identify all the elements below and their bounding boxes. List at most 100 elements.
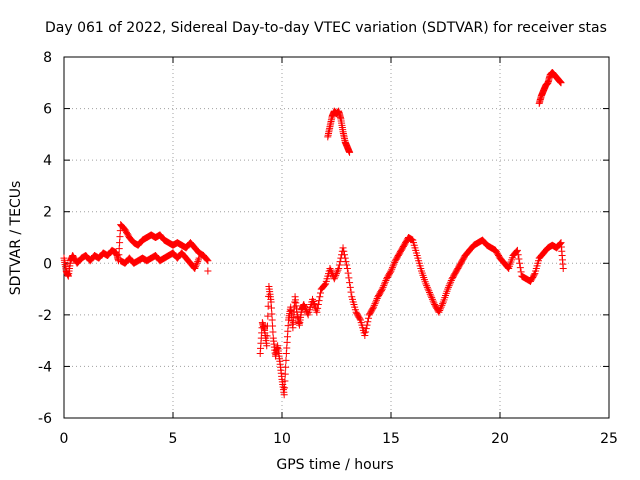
data-point — [388, 265, 396, 273]
data-point — [422, 280, 430, 288]
data-point — [317, 289, 325, 297]
data-point — [380, 280, 388, 288]
y-tick-label: -2 — [38, 308, 52, 324]
data-point — [424, 285, 432, 293]
data-point — [341, 254, 349, 262]
data-point — [430, 299, 438, 307]
data-point — [267, 298, 275, 306]
data-point — [320, 282, 328, 290]
data-point — [264, 302, 272, 310]
data-point — [263, 342, 271, 350]
data-point — [346, 148, 354, 156]
data-point — [115, 251, 123, 259]
data-point — [426, 290, 434, 298]
data-point — [426, 289, 434, 297]
data-point — [269, 322, 277, 330]
data-point — [314, 304, 322, 312]
data-point — [204, 267, 212, 275]
data-point — [281, 377, 289, 385]
data-point — [517, 268, 525, 276]
data-point — [370, 303, 378, 311]
data-point — [333, 270, 340, 278]
data-point — [195, 254, 203, 262]
data-point — [193, 259, 201, 267]
data-point — [364, 318, 372, 326]
data-point — [263, 332, 271, 340]
data-point — [387, 267, 395, 275]
data-point — [513, 247, 521, 255]
data-point — [346, 279, 354, 287]
data-point — [530, 271, 538, 279]
data-point — [516, 264, 524, 272]
data-point — [315, 297, 323, 305]
data-point — [331, 273, 339, 281]
data-point — [327, 266, 335, 274]
data-point — [269, 328, 277, 336]
data-point — [313, 308, 321, 316]
data-point — [340, 247, 348, 255]
data-point — [326, 264, 334, 272]
data-point — [444, 285, 452, 293]
data-point — [334, 266, 342, 274]
data-point — [194, 258, 202, 266]
x-tick-label: 15 — [382, 431, 400, 447]
axis-ticks — [63, 56, 610, 419]
data-point — [390, 260, 398, 268]
data-point — [316, 293, 324, 301]
data-point — [115, 245, 123, 253]
data-point — [268, 316, 276, 324]
data-point — [356, 315, 364, 323]
data-point — [388, 264, 396, 272]
data-point — [423, 282, 431, 290]
data-point — [321, 281, 329, 289]
y-tick-label: -6 — [38, 411, 52, 427]
data-point — [268, 310, 276, 318]
data-point — [282, 356, 290, 364]
data-point — [363, 321, 371, 329]
data-point — [444, 283, 452, 291]
data-points — [60, 68, 567, 399]
data-point — [314, 301, 322, 309]
x-tick-label: 25 — [600, 431, 618, 447]
data-point — [557, 79, 565, 87]
data-point — [513, 246, 521, 254]
x-axis-label: GPS time / hours — [276, 457, 394, 473]
data-point — [370, 301, 378, 309]
y-tick-labels: -6 -4 -2 0 2 4 6 8 — [38, 50, 52, 427]
data-point — [446, 280, 454, 288]
y-axis-label: SDTVAR / TECUs — [8, 180, 24, 296]
data-point — [435, 308, 443, 316]
data-point — [516, 259, 524, 267]
data-point — [381, 278, 389, 286]
data-point — [280, 391, 288, 399]
data-point — [267, 304, 275, 312]
y-tick-label: -4 — [38, 359, 52, 375]
data-point — [346, 283, 354, 291]
data-point — [343, 261, 351, 269]
data-point — [423, 283, 431, 291]
chart-title: Day 061 of 2022, Sidereal Day-to-day VTE… — [45, 20, 607, 36]
x-tick-label: 5 — [169, 431, 178, 447]
data-point — [428, 294, 436, 302]
data-point — [514, 251, 522, 259]
data-point — [438, 301, 446, 309]
data-point — [116, 233, 124, 241]
data-point — [204, 257, 212, 265]
y-tick-label: 2 — [43, 205, 52, 221]
data-point — [332, 271, 340, 279]
data-point — [191, 264, 199, 272]
data-point — [192, 263, 200, 271]
data-point — [559, 264, 567, 272]
data-point — [361, 331, 369, 339]
data-point — [556, 240, 564, 248]
data-point — [386, 268, 394, 276]
data-point — [339, 244, 347, 252]
data-point — [301, 302, 309, 310]
data-point — [372, 296, 380, 304]
x-tick-label: 10 — [273, 431, 291, 447]
data-point — [264, 312, 272, 320]
data-point — [380, 282, 388, 290]
data-point — [281, 370, 289, 378]
data-point — [202, 255, 210, 263]
